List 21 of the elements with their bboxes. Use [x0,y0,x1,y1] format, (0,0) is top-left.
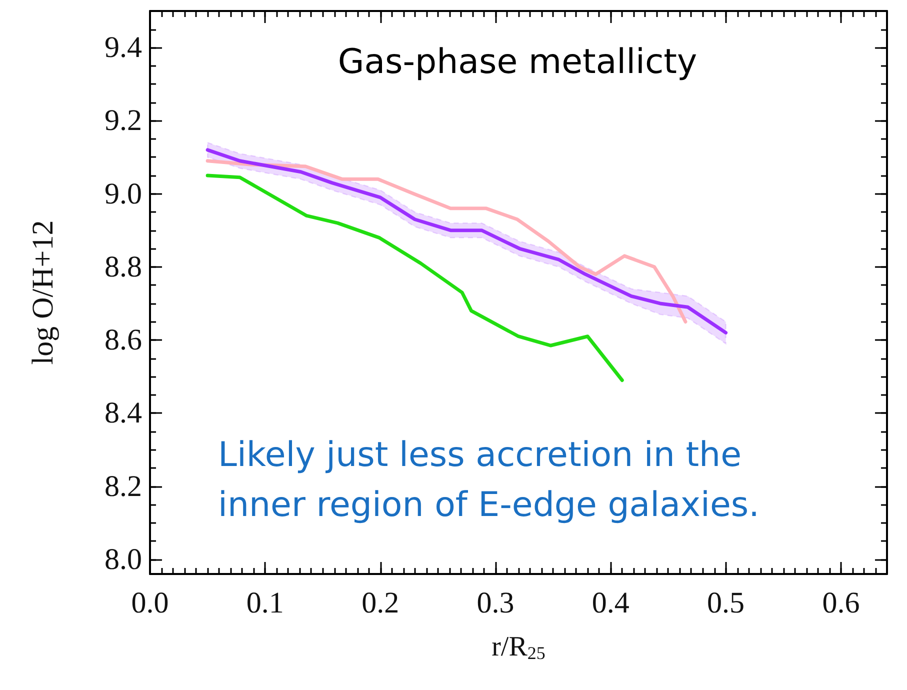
line-series [206,174,624,382]
y-tick-label: 9.4 [104,31,142,64]
y-tick-label: 8.6 [104,324,142,357]
x-tick-label: 0.1 [246,586,284,620]
x-tick-label: 0.0 [131,586,169,620]
y-tick-label: 8.4 [104,396,142,430]
annotation: Likely just less accretion in the inner region of E-edge galaxies. [218,435,760,525]
x-tick-label: 0.6 [822,586,860,620]
y-tick-label: 8.8 [104,250,142,284]
x-tick-label: 0.3 [476,586,514,620]
y-tick-label: 9.0 [104,177,142,210]
text: Gas-phase metallicty [338,42,698,82]
y-tick-label: 8.0 [104,542,142,576]
x-tick-label: 0.4 [592,586,630,620]
x-tick-label: 0.2 [362,586,400,620]
y-tick-label: 9.2 [104,104,142,138]
line-series [206,159,688,324]
x-tick-label: 0.5 [707,586,745,620]
y-axis-title: log O/H+12 [26,220,60,365]
y-tick-label: 8.2 [104,470,142,503]
x-axis-title: r/R25 [492,632,546,663]
